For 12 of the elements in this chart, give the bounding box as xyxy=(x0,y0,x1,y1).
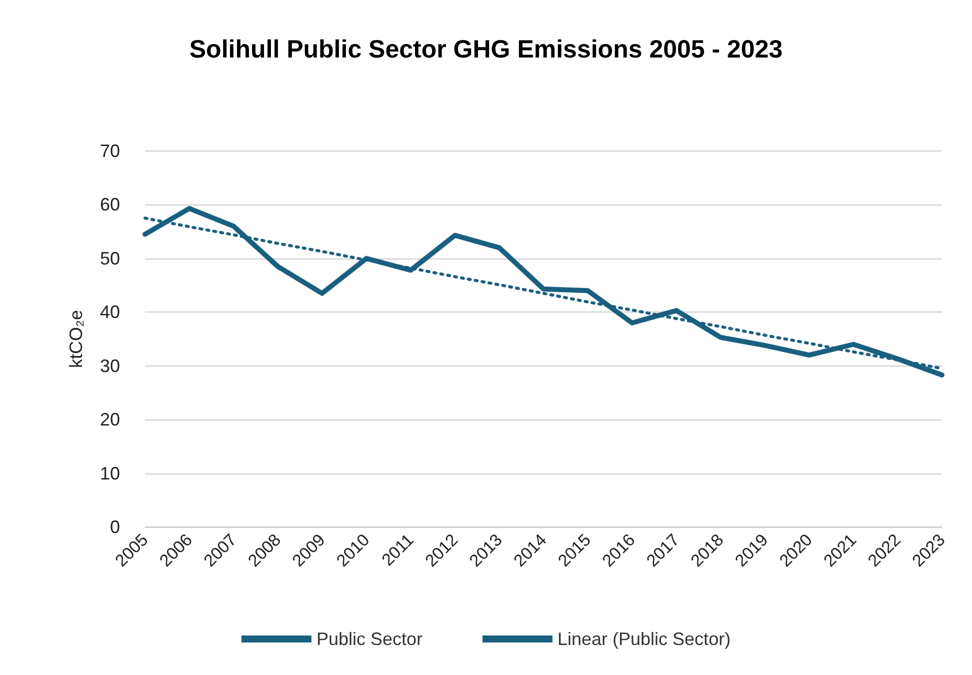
y-tick-label: 20 xyxy=(100,410,120,430)
legend-label: Public Sector xyxy=(316,629,422,649)
y-tick-label: 0 xyxy=(110,517,120,537)
y-tick-label: 60 xyxy=(100,194,120,215)
y-tick-label: 50 xyxy=(100,248,120,268)
chart-title: Solihull Public Sector GHG Emissions 2005 - 2023 xyxy=(189,36,783,64)
y-tick-label: 10 xyxy=(100,463,120,484)
legend-label: Linear (Public Sector) xyxy=(557,629,731,649)
y-tick-label: 40 xyxy=(100,302,120,322)
y-axis-title: ktCO₂e xyxy=(66,310,86,368)
y-tick-label: 70 xyxy=(100,141,120,161)
y-tick-label: 30 xyxy=(100,356,120,376)
